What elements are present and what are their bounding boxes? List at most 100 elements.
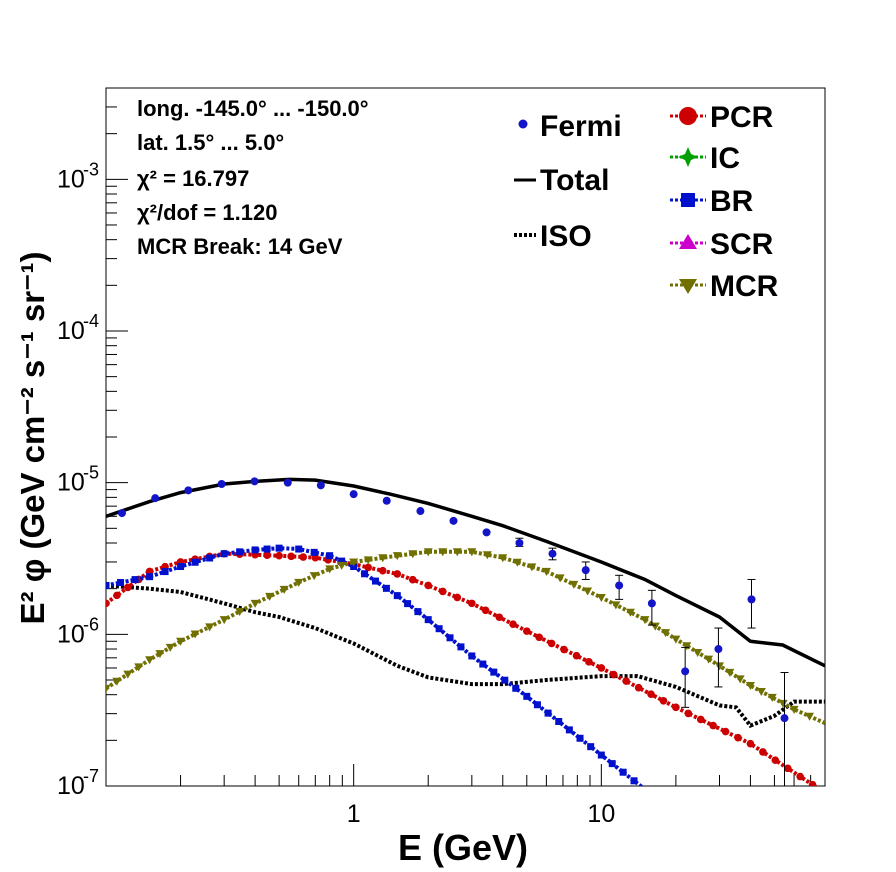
legend-label-fermi: Fermi [540,110,622,143]
series-point-br [146,573,154,581]
fermi-point [283,478,292,487]
series-point-mcr [235,608,245,616]
series-point-mcr [640,616,650,625]
legend-marker-fermi [518,119,528,129]
series-point-mcr [106,684,111,693]
fermi-marker [382,496,391,505]
series-point-mcr [745,681,755,690]
series-point-mcr [725,668,735,677]
series-point-mcr [205,623,215,632]
series-point-pcr [364,563,373,572]
series-point-mcr [265,592,275,601]
series-point-pcr [634,683,643,692]
series-point-mcr [392,552,402,561]
series-point-mcr [767,693,777,702]
series-point-br [236,548,244,556]
series-point-br [350,563,358,571]
series-point-br [512,684,520,692]
series-point-mcr [555,574,565,583]
series-point-mcr [112,677,122,686]
legend-marker-scr [679,234,697,249]
annotation-longitude: long. -145.0° ... -150.0° [137,96,369,121]
legend-label-total: Total [540,164,609,197]
series-point-mcr [682,642,692,651]
series-point-mcr [438,548,448,557]
series-point-br [414,608,422,616]
fermi-marker [449,516,458,525]
series-point-pcr [796,772,804,781]
series-point-br [435,625,443,633]
series-total [106,477,825,668]
series-point-pcr [771,756,780,764]
series-point-br [117,579,125,587]
series-point-pcr [509,620,517,628]
annotations: long. -145.0° ... -150.0° lat. 1.5° ... … [137,96,369,259]
series-point-br [191,558,199,566]
series-point-mcr [123,670,133,679]
series-point-pcr [495,613,504,622]
y-tick-label: 10 [57,469,85,497]
series-point-pcr [597,664,606,672]
series-point-pcr [535,633,544,642]
fermi-point [681,646,690,708]
legend-marker-pcr [679,107,697,125]
series-point-mcr [778,699,788,708]
series-point-mcr [408,550,418,559]
series-point-pcr [481,606,490,615]
series-point-mcr [715,662,725,671]
series-point-pcr [560,645,568,654]
series-point-br [652,793,659,800]
annotation-latitude: lat. 1.5° ... 5.0° [137,130,284,155]
legend-label-scr: SCR [710,228,774,261]
series-point-br [310,548,318,556]
y-tick-label: 10 [57,317,85,345]
fermi-point [416,507,425,516]
series-br [106,544,659,800]
series-point-br [565,726,573,734]
y-tick-label-exponent: -6 [83,614,99,634]
series-point-pcr [759,748,767,756]
series-point-br [587,743,595,751]
fermi-point [714,627,723,688]
series-point-pcr [734,733,742,742]
series-point-mcr [250,599,260,608]
legend-label-ic: IC [710,142,740,175]
series-point-mcr [704,655,714,664]
series-point-mcr [452,548,462,557]
series-point-mcr [512,558,522,567]
series-point-br [177,563,185,571]
fermi-point [151,494,160,503]
series-point-mcr [789,705,799,714]
series-point-pcr [585,658,593,666]
series-point-pcr [287,552,295,561]
series-point-pcr [113,591,121,600]
fermi-point [780,672,789,786]
series-point-pcr [659,696,668,705]
fermi-marker [117,509,126,518]
legend-item-br: BR [670,185,754,218]
legend-item-mcr: MCR [670,270,779,303]
legend-item-fermi: Fermi [518,110,622,143]
series-point-mcr [611,601,621,610]
fermi-point [382,496,391,505]
fermi-marker [217,479,226,488]
series-point-mcr [625,608,635,617]
series-point-br [295,545,303,553]
series-point-pcr [622,677,630,685]
series-point-mcr [378,554,388,563]
series-point-mcr [219,616,229,625]
series-point-pcr [684,709,693,718]
series-point-br [630,777,638,785]
series-point-mcr [176,637,186,646]
series-point-mcr [569,580,579,589]
fermi-marker [747,595,756,604]
series-point-br [424,616,432,624]
legend-item-total: Total [514,164,609,197]
legend-label-iso: ISO [540,220,592,253]
series-point-br [490,668,498,676]
fermi-point [316,481,325,490]
series-point-pcr [547,639,556,648]
series-point-pcr [647,690,655,699]
series-point-br [338,557,346,565]
